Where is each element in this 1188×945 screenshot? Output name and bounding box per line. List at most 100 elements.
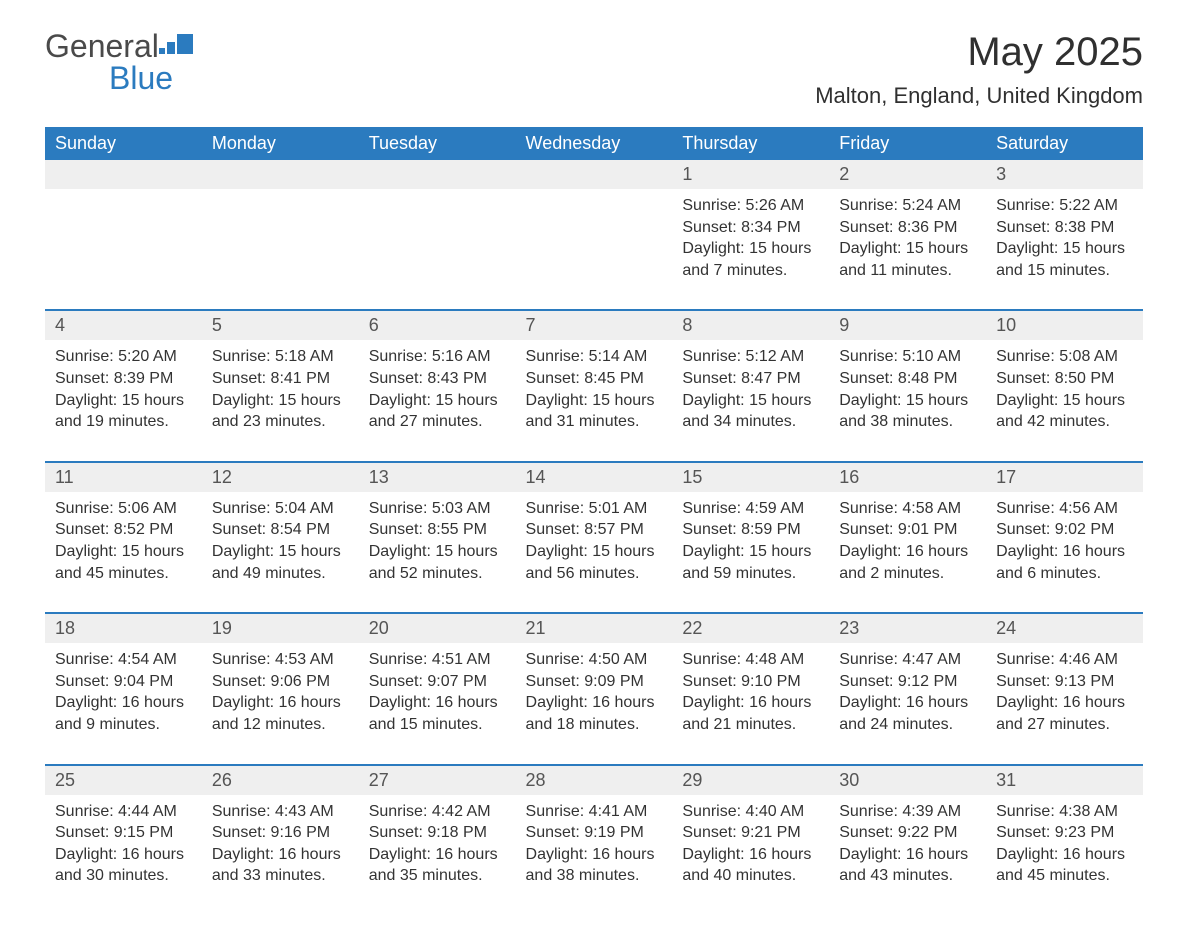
sunrise-text: Sunrise: 5:18 AM: [212, 346, 349, 368]
daylight-text: Daylight: 15 hours and 49 minutes.: [212, 541, 349, 584]
day-number-cell: 1: [672, 160, 829, 189]
sunset-text: Sunset: 8:59 PM: [682, 519, 819, 541]
day-detail-cell: Sunrise: 5:03 AMSunset: 8:55 PMDaylight:…: [359, 492, 516, 613]
day-detail-cell: Sunrise: 4:44 AMSunset: 9:15 PMDaylight:…: [45, 795, 202, 915]
day-detail-cell: Sunrise: 5:08 AMSunset: 8:50 PMDaylight:…: [986, 340, 1143, 461]
day-detail-cell: [202, 189, 359, 310]
day-number-cell: 28: [516, 765, 673, 795]
sunset-text: Sunset: 9:07 PM: [369, 671, 506, 693]
day-detail-cell: [516, 189, 673, 310]
day-detail-cell: Sunrise: 5:12 AMSunset: 8:47 PMDaylight:…: [672, 340, 829, 461]
week-daynum-row: 11121314151617: [45, 462, 1143, 492]
day-number-cell: 20: [359, 613, 516, 643]
sunset-text: Sunset: 8:34 PM: [682, 217, 819, 239]
day-number-cell: 27: [359, 765, 516, 795]
sunrise-text: Sunrise: 5:08 AM: [996, 346, 1133, 368]
sunset-text: Sunset: 9:06 PM: [212, 671, 349, 693]
daylight-text: Daylight: 15 hours and 34 minutes.: [682, 390, 819, 433]
week-detail-row: Sunrise: 5:20 AMSunset: 8:39 PMDaylight:…: [45, 340, 1143, 461]
day-detail-cell: Sunrise: 4:39 AMSunset: 9:22 PMDaylight:…: [829, 795, 986, 915]
daylight-text: Daylight: 15 hours and 23 minutes.: [212, 390, 349, 433]
daylight-text: Daylight: 16 hours and 45 minutes.: [996, 844, 1133, 887]
sunset-text: Sunset: 8:57 PM: [526, 519, 663, 541]
day-detail-cell: Sunrise: 5:01 AMSunset: 8:57 PMDaylight:…: [516, 492, 673, 613]
sunrise-text: Sunrise: 4:48 AM: [682, 649, 819, 671]
header: General Blue May 2025 Malton, England, U…: [45, 30, 1143, 109]
sunrise-text: Sunrise: 4:39 AM: [839, 801, 976, 823]
day-detail-cell: Sunrise: 4:56 AMSunset: 9:02 PMDaylight:…: [986, 492, 1143, 613]
logo-word1: General: [45, 28, 159, 64]
sunrise-text: Sunrise: 5:24 AM: [839, 195, 976, 217]
sunset-text: Sunset: 9:04 PM: [55, 671, 192, 693]
day-number-cell: 10: [986, 310, 1143, 340]
sunset-text: Sunset: 8:47 PM: [682, 368, 819, 390]
sunset-text: Sunset: 8:54 PM: [212, 519, 349, 541]
week-detail-row: Sunrise: 5:06 AMSunset: 8:52 PMDaylight:…: [45, 492, 1143, 613]
sunrise-text: Sunrise: 5:26 AM: [682, 195, 819, 217]
day-number-cell: [359, 160, 516, 189]
daylight-text: Daylight: 16 hours and 21 minutes.: [682, 692, 819, 735]
daylight-text: Daylight: 15 hours and 42 minutes.: [996, 390, 1133, 433]
day-number-cell: 23: [829, 613, 986, 643]
sunset-text: Sunset: 8:38 PM: [996, 217, 1133, 239]
day-detail-cell: Sunrise: 5:06 AMSunset: 8:52 PMDaylight:…: [45, 492, 202, 613]
weekday-header-row: Sunday Monday Tuesday Wednesday Thursday…: [45, 127, 1143, 160]
day-number-cell: 4: [45, 310, 202, 340]
day-detail-cell: Sunrise: 5:16 AMSunset: 8:43 PMDaylight:…: [359, 340, 516, 461]
sunset-text: Sunset: 8:43 PM: [369, 368, 506, 390]
day-detail-cell: Sunrise: 5:04 AMSunset: 8:54 PMDaylight:…: [202, 492, 359, 613]
col-wednesday: Wednesday: [516, 127, 673, 160]
sunset-text: Sunset: 9:10 PM: [682, 671, 819, 693]
sunrise-text: Sunrise: 5:06 AM: [55, 498, 192, 520]
daylight-text: Daylight: 16 hours and 30 minutes.: [55, 844, 192, 887]
day-detail-cell: Sunrise: 4:51 AMSunset: 9:07 PMDaylight:…: [359, 643, 516, 764]
day-number-cell: 22: [672, 613, 829, 643]
day-number-cell: 26: [202, 765, 359, 795]
sunset-text: Sunset: 8:36 PM: [839, 217, 976, 239]
day-detail-cell: Sunrise: 4:48 AMSunset: 9:10 PMDaylight:…: [672, 643, 829, 764]
sunrise-text: Sunrise: 5:12 AM: [682, 346, 819, 368]
day-detail-cell: Sunrise: 4:40 AMSunset: 9:21 PMDaylight:…: [672, 795, 829, 915]
logo: General Blue: [45, 30, 193, 94]
day-number-cell: 18: [45, 613, 202, 643]
sunrise-text: Sunrise: 4:59 AM: [682, 498, 819, 520]
sunset-text: Sunset: 9:01 PM: [839, 519, 976, 541]
daylight-text: Daylight: 15 hours and 59 minutes.: [682, 541, 819, 584]
day-detail-cell: Sunrise: 4:50 AMSunset: 9:09 PMDaylight:…: [516, 643, 673, 764]
day-number-cell: 30: [829, 765, 986, 795]
daylight-text: Daylight: 15 hours and 31 minutes.: [526, 390, 663, 433]
day-detail-cell: Sunrise: 5:14 AMSunset: 8:45 PMDaylight:…: [516, 340, 673, 461]
week-detail-row: Sunrise: 4:44 AMSunset: 9:15 PMDaylight:…: [45, 795, 1143, 915]
daylight-text: Daylight: 16 hours and 38 minutes.: [526, 844, 663, 887]
col-friday: Friday: [829, 127, 986, 160]
sunrise-text: Sunrise: 4:51 AM: [369, 649, 506, 671]
sunrise-text: Sunrise: 4:58 AM: [839, 498, 976, 520]
sunrise-text: Sunrise: 5:10 AM: [839, 346, 976, 368]
day-number-cell: 24: [986, 613, 1143, 643]
sunrise-text: Sunrise: 4:50 AM: [526, 649, 663, 671]
day-detail-cell: Sunrise: 5:24 AMSunset: 8:36 PMDaylight:…: [829, 189, 986, 310]
sunset-text: Sunset: 8:45 PM: [526, 368, 663, 390]
header-right: May 2025 Malton, England, United Kingdom: [815, 30, 1143, 109]
daylight-text: Daylight: 16 hours and 15 minutes.: [369, 692, 506, 735]
day-detail-cell: Sunrise: 4:38 AMSunset: 9:23 PMDaylight:…: [986, 795, 1143, 915]
day-number-cell: 9: [829, 310, 986, 340]
daylight-text: Daylight: 15 hours and 19 minutes.: [55, 390, 192, 433]
daylight-text: Daylight: 16 hours and 40 minutes.: [682, 844, 819, 887]
sunset-text: Sunset: 8:41 PM: [212, 368, 349, 390]
daylight-text: Daylight: 16 hours and 35 minutes.: [369, 844, 506, 887]
sunrise-text: Sunrise: 5:04 AM: [212, 498, 349, 520]
daylight-text: Daylight: 16 hours and 43 minutes.: [839, 844, 976, 887]
calendar-table: Sunday Monday Tuesday Wednesday Thursday…: [45, 127, 1143, 915]
daylight-text: Daylight: 15 hours and 27 minutes.: [369, 390, 506, 433]
sunrise-text: Sunrise: 4:54 AM: [55, 649, 192, 671]
daylight-text: Daylight: 16 hours and 12 minutes.: [212, 692, 349, 735]
day-number-cell: 8: [672, 310, 829, 340]
sunset-text: Sunset: 9:23 PM: [996, 822, 1133, 844]
sunrise-text: Sunrise: 4:40 AM: [682, 801, 819, 823]
daylight-text: Daylight: 16 hours and 6 minutes.: [996, 541, 1133, 584]
day-number-cell: 11: [45, 462, 202, 492]
day-detail-cell: Sunrise: 4:43 AMSunset: 9:16 PMDaylight:…: [202, 795, 359, 915]
day-detail-cell: Sunrise: 4:46 AMSunset: 9:13 PMDaylight:…: [986, 643, 1143, 764]
day-number-cell: [45, 160, 202, 189]
